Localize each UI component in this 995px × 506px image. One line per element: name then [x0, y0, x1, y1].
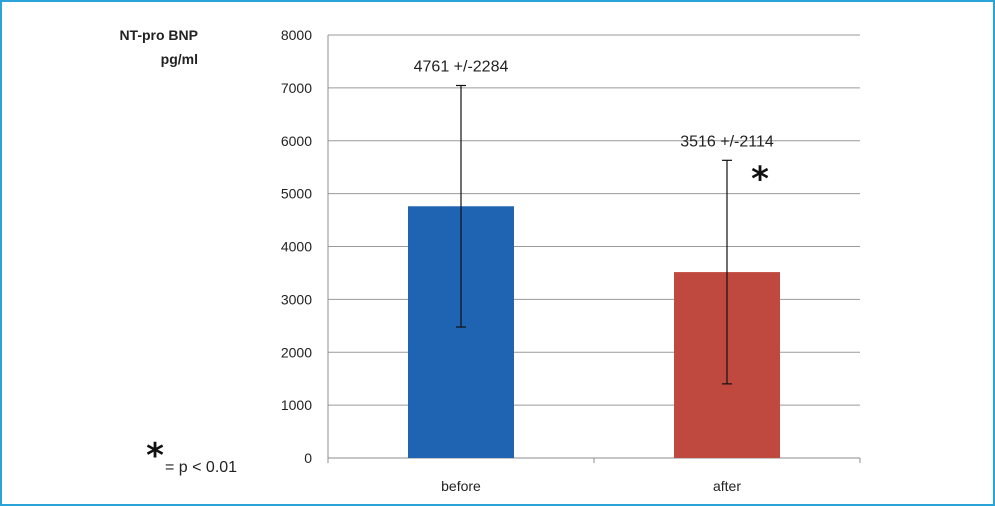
y-tick-label: 7000: [281, 80, 312, 96]
y-tick-label: 4000: [281, 239, 312, 255]
y-axis-title-line1: NT-pro BNP: [119, 27, 198, 43]
x-tick-labels: before after: [441, 478, 741, 494]
error-bar-after: [722, 159, 732, 385]
y-axis-title-line2: pg/ml: [161, 51, 198, 67]
y-tick-label: 0: [304, 450, 312, 466]
data-label-before: 4761 +/-2284: [414, 58, 509, 75]
y-tick-label: 1000: [281, 397, 312, 413]
significance-star: *: [751, 159, 769, 199]
data-labels: 4761 +/-2284 3516 +/-2114: [414, 58, 774, 150]
y-tick-label: 6000: [281, 133, 312, 149]
y-tick-label: 2000: [281, 344, 312, 360]
legend-star: *: [146, 436, 164, 476]
y-tick-labels: 0 1000 2000 3000 4000 5000 6000 7000 8000: [281, 27, 312, 466]
legend-text: = p < 0.01: [165, 459, 237, 476]
error-bar-before: [456, 84, 466, 328]
y-tick-label: 3000: [281, 291, 312, 307]
error-bars: [456, 84, 732, 385]
category-label-before: before: [441, 478, 481, 494]
data-label-after: 3516 +/-2114: [680, 133, 774, 150]
category-label-after: after: [713, 478, 741, 494]
y-tick-label: 5000: [281, 186, 312, 202]
y-tick-label: 8000: [281, 27, 312, 43]
